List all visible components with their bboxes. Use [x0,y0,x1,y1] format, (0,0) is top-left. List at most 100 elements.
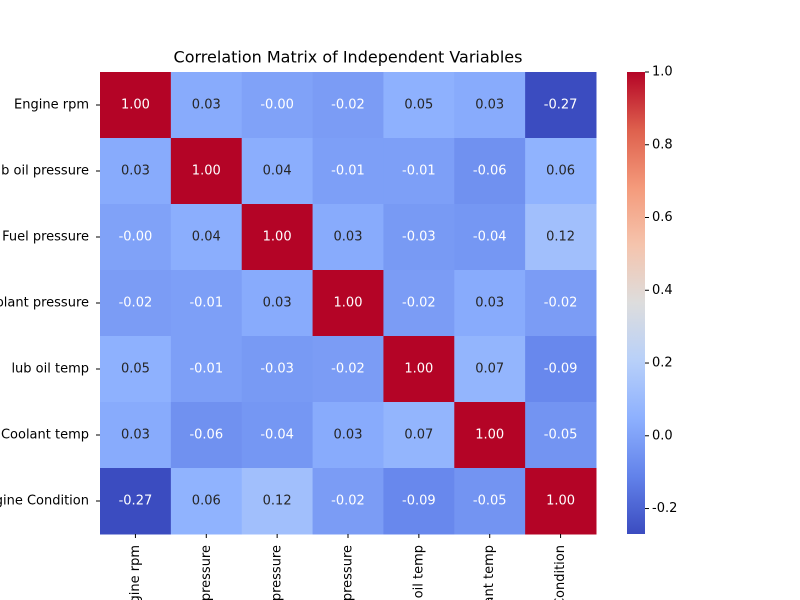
heatmap-cell [383,204,455,271]
heatmap-cell [454,402,526,469]
cell-label: 1.00 [121,98,150,113]
heatmap-cell [170,468,243,535]
cell-label: 0.06 [192,494,221,509]
heatmap-cell [170,336,243,403]
heatmap-cell [170,138,243,205]
cell-label: -0.02 [544,296,578,311]
y-tick-label: Engine rpm [14,98,89,113]
heatmap-cell [525,138,597,205]
cell-label: -0.09 [544,362,578,377]
heatmap-cell [100,402,172,469]
cell-label: 0.03 [475,296,504,311]
cell-label: -0.06 [473,164,507,179]
x-tick-label: Engine Condition [553,545,568,600]
cell-label: -0.02 [402,296,436,311]
colorbar-tick-label: 0.8 [652,137,673,152]
heatmap-cell [241,138,314,205]
cell-label: 0.03 [475,98,504,113]
x-tick-label: Coolant pressure [341,545,356,600]
cell-label: 0.03 [192,98,221,113]
heatmap-cell [312,402,384,469]
colorbar-tick-label: 1.0 [652,65,673,80]
cell-label: -0.03 [260,362,294,377]
cell-label: 1.00 [475,428,504,443]
cell-label: -0.03 [402,230,436,245]
cell-label: -0.27 [544,98,578,113]
y-tick-label: Coolant pressure [0,296,89,311]
cell-label: 0.05 [404,98,433,113]
heatmap-cell [454,270,526,337]
cell-label: 1.00 [192,164,221,179]
colorbar-tick-label: 0.0 [652,428,673,443]
cell-label: 0.06 [546,164,575,179]
cell-label: -0.05 [544,428,578,443]
cell-label: -0.09 [402,494,436,509]
cell-label: -0.00 [260,98,294,113]
heatmap-cell [454,72,526,139]
cell-label: 0.03 [263,296,292,311]
heatmap-cell [170,402,243,469]
heatmap-cell [525,336,597,403]
heatmap-cell [312,336,384,403]
cell-label: 1.00 [334,296,363,311]
heatmap-cell [170,270,243,337]
cell-label: 1.00 [404,362,433,377]
cell-label: -0.27 [119,494,153,509]
heatmap-cell [170,204,243,271]
chart-title: Correlation Matrix of Independent Variab… [174,48,523,67]
heatmap-cell [383,270,455,337]
heatmap-cell [525,402,597,469]
heatmap-cell [454,204,526,271]
heatmap-cell [100,336,172,403]
cell-label: 0.04 [192,230,221,245]
cell-label: -0.05 [473,494,507,509]
y-tick-label: Engine Condition [0,494,89,509]
colorbar-tick-label: 0.6 [652,210,673,225]
heatmap-cell [100,270,172,337]
cell-label: -0.04 [260,428,294,443]
x-tick-label: Coolant temp [482,545,497,600]
colorbar-tick-label: -0.2 [652,501,677,516]
cell-label: 0.03 [334,230,363,245]
cell-label: -0.02 [331,494,365,509]
heatmap-cell [383,468,455,535]
heatmap-cell [241,402,314,469]
heatmap-cell [312,72,384,139]
heatmap-cell [312,138,384,205]
heatmap-cell [454,336,526,403]
heatmap-cell [100,72,172,139]
heatmap-cell [241,270,314,337]
x-tick-label: lub oil temp [411,545,426,600]
y-tick-label: Fuel pressure [2,230,89,245]
heatmap-cell [100,468,172,535]
y-tick-label: Lub oil pressure [0,164,89,179]
colorbar-tick-label: 0.2 [652,356,673,371]
y-tick-label: lub oil temp [11,362,89,377]
heatmap-cell [100,204,172,271]
heatmap-cell [383,402,455,469]
heatmap-cell [100,138,172,205]
heatmap-cell [241,72,314,139]
colorbar-tick-label: 0.4 [652,283,673,298]
cell-label: -0.02 [331,362,365,377]
colorbar [627,72,645,534]
heatmap-cell [525,204,597,271]
heatmap-cell [454,468,526,535]
cell-label: 0.07 [404,428,433,443]
heatmap-cell [241,336,314,403]
cell-label: -0.01 [331,164,365,179]
cell-label: -0.04 [473,230,507,245]
cell-label: -0.01 [402,164,436,179]
cell-label: 0.12 [263,494,292,509]
x-tick-label: Fuel pressure [270,545,285,600]
heatmap-cell [454,138,526,205]
cell-label: -0.01 [189,362,223,377]
cell-label: -0.06 [189,428,223,443]
cell-label: -0.01 [189,296,223,311]
cell-label: 1.00 [546,494,575,509]
cell-label: 0.03 [121,428,150,443]
heatmap-cell [312,468,384,535]
heatmap-cell [525,270,597,337]
